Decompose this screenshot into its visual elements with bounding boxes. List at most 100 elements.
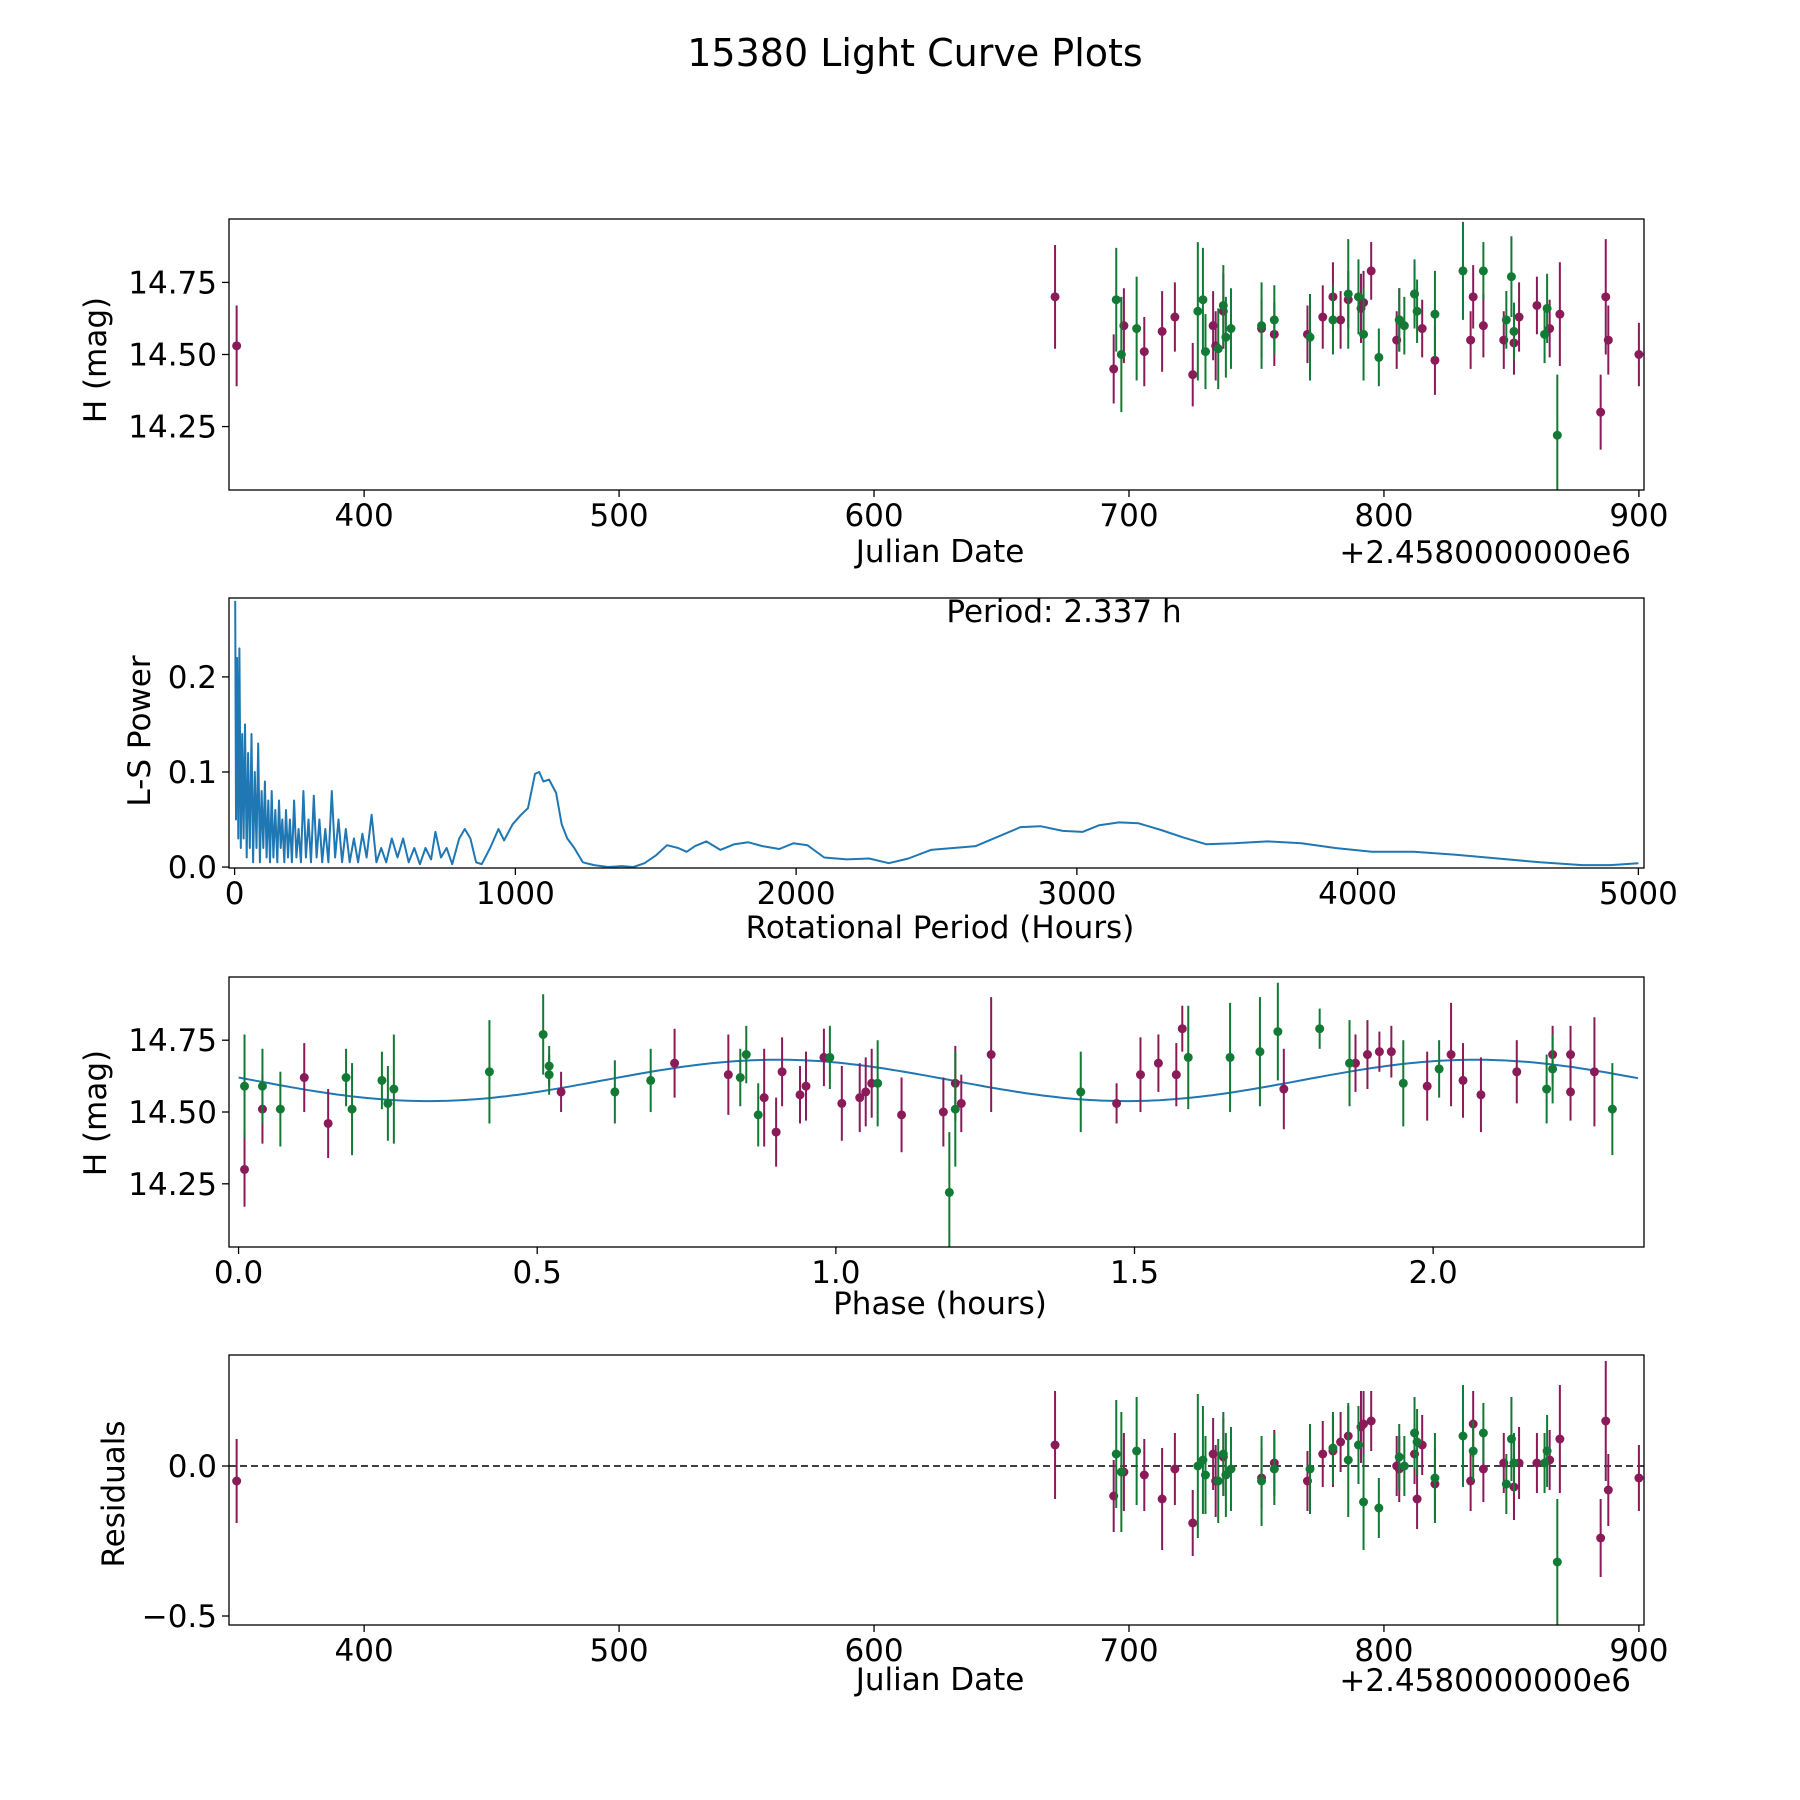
timeseries-xtick-label: 700 [1099,498,1158,534]
phased-point [1458,1043,1468,1118]
phased-marker [1607,1104,1617,1114]
phased-xlabel: Phase (hours) [833,1286,1047,1322]
timeseries-marker [1109,364,1119,374]
phased-marker [1273,1027,1283,1037]
phased-point [1446,1002,1456,1107]
timeseries-marker [1343,289,1353,299]
periodogram-xtick-label: 5000 [1599,876,1678,912]
phased-marker [389,1084,399,1094]
timeseries-marker [1430,309,1440,319]
phased-point [986,997,996,1112]
phased-point [1607,1063,1617,1156]
phased-marker [753,1110,763,1120]
timeseries-point [1555,262,1565,367]
phased-marker [801,1081,811,1091]
timeseries-point [1193,242,1203,381]
residuals-point [1374,1478,1384,1538]
phased-marker [861,1087,871,1097]
phased-point [646,1048,656,1112]
phased-point [1076,1051,1086,1133]
timeseries-point [1109,334,1119,404]
timeseries-point [1132,276,1142,381]
residuals-ylabel: Residuals [96,1420,132,1567]
phased-plot-area [238,982,1639,1247]
timeseries-point [1399,296,1409,355]
timeseries-xlabel: Julian Date [854,534,1025,570]
phased-marker [1446,1050,1456,1060]
periodogram-panel: Rotational Period (Hours) L-S Power Peri… [122,594,1678,946]
phased-marker [1374,1047,1384,1057]
residuals-marker [1458,1431,1468,1441]
phased-point [795,1066,805,1124]
timeseries-point [1353,259,1363,335]
timeseries-marker [1318,312,1328,322]
phased-marker [670,1058,680,1068]
timeseries-point [1213,308,1223,390]
residuals-point [1221,1433,1231,1517]
phased-point [1135,1037,1145,1112]
residuals-point [1343,1403,1353,1517]
residuals-point [1305,1424,1315,1514]
periodogram-plot-area [234,600,1639,868]
residuals-point [1634,1445,1644,1511]
timeseries-marker [1374,352,1384,362]
phased-marker [240,1164,250,1174]
timeseries-point [1634,322,1644,387]
residuals-marker [1555,1434,1565,1444]
timeseries-point [1257,282,1267,369]
timeseries-point [1318,285,1328,349]
phased-marker [795,1090,805,1100]
residuals-marker [1601,1416,1611,1426]
phased-marker [341,1073,351,1083]
residuals-marker [1188,1518,1198,1528]
residuals-marker [1366,1416,1376,1426]
residuals-point [1359,1454,1369,1550]
residuals-point [1412,1469,1422,1529]
residuals-point [1336,1412,1346,1472]
figure-title: 15380 Light Curve Plots [687,31,1142,75]
phased-marker [938,1107,948,1117]
timeseries-marker [1509,326,1519,336]
timeseries-marker [1226,324,1236,334]
timeseries-marker [1417,324,1427,334]
phased-marker [1548,1064,1558,1074]
timeseries-marker [1394,315,1404,325]
timeseries-marker [1478,266,1488,276]
phased-point [389,1034,399,1144]
phased-point [1476,1057,1486,1133]
timeseries-marker [1532,300,1542,310]
residuals-marker [1394,1452,1404,1462]
residuals-marker [1200,1470,1210,1480]
timeseries-point [1226,288,1236,369]
residuals-point [1116,1412,1126,1532]
phased-point [944,1132,954,1247]
phased-point [347,1063,357,1156]
phased-marker [240,1081,250,1091]
timeseries-marker [1506,272,1516,282]
phased-point [1362,1020,1372,1090]
residuals-point [1193,1394,1203,1538]
residuals-point [1226,1427,1236,1511]
phased-marker [1112,1098,1122,1108]
residuals-marker [1542,1446,1552,1456]
phased-point [1542,1054,1552,1124]
phased-point [950,1051,960,1167]
timeseries-marker [1555,309,1565,319]
residuals-point [1596,1499,1606,1577]
timeseries-point [1430,270,1440,358]
phased-point [1548,1034,1558,1104]
timeseries-point [1336,291,1346,349]
timeseries-marker [1200,347,1210,357]
timeseries-point [1198,247,1208,352]
phased-marker [873,1078,883,1088]
residuals-panel: Julian Date +2.4580000000e6 Residuals 40… [96,1354,1668,1699]
phased-point [1225,1002,1235,1112]
residuals-xtick-label: 800 [1354,1633,1413,1669]
periodogram-ytick-label: 0.1 [168,755,217,791]
timeseries-point [1412,279,1422,343]
phased-marker [1589,1067,1599,1077]
phased-xtick-label: 1.0 [811,1255,860,1291]
residuals-marker [1501,1479,1511,1489]
phased-marker [1458,1075,1468,1085]
